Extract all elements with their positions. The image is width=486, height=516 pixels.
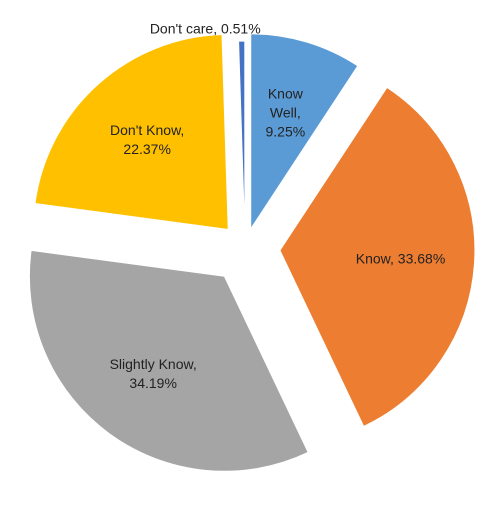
data-label: Know Well, 9.25% — [265, 85, 306, 140]
data-label: Don't care, 0.51% — [149, 20, 261, 37]
data-label: Don't Know, 22.37% — [110, 121, 185, 157]
pie-slice — [34, 34, 229, 231]
pie-slice — [250, 33, 359, 231]
data-label: Slightly Know, 34.19% — [109, 355, 197, 391]
data-label: Know, 33.68% — [355, 250, 446, 267]
pie-slice — [238, 40, 246, 237]
pie-slice — [279, 86, 476, 428]
pie-slice — [28, 249, 309, 472]
